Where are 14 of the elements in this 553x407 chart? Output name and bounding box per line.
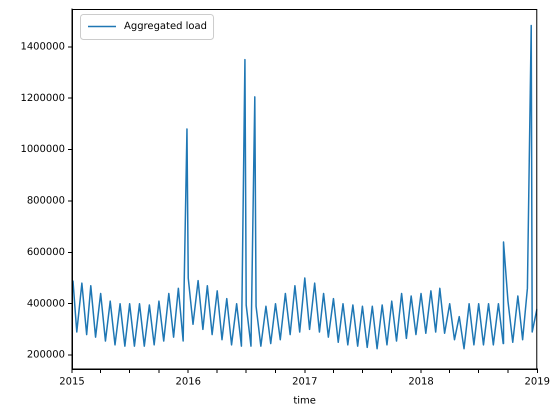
legend-label: Aggregated load [124, 21, 208, 32]
y-tick-label: 800000 [26, 196, 65, 207]
y-tick-label: 200000 [26, 350, 65, 361]
x-tick-label: 2015 [59, 376, 85, 388]
x-tick-label: 2019 [524, 376, 550, 388]
y-tick-label: 1200000 [20, 92, 65, 104]
y-tick-label: 1400000 [20, 41, 65, 52]
y-tick-label: 400000 [26, 298, 65, 310]
y-tick-label: 1000000 [20, 144, 65, 156]
x-tick-label: 2017 [292, 376, 318, 388]
x-axis-title: time [293, 396, 316, 407]
x-tick-label: 2016 [176, 376, 201, 388]
y-tick-label: 600000 [26, 246, 65, 258]
x-tick-label: 2018 [408, 376, 434, 388]
